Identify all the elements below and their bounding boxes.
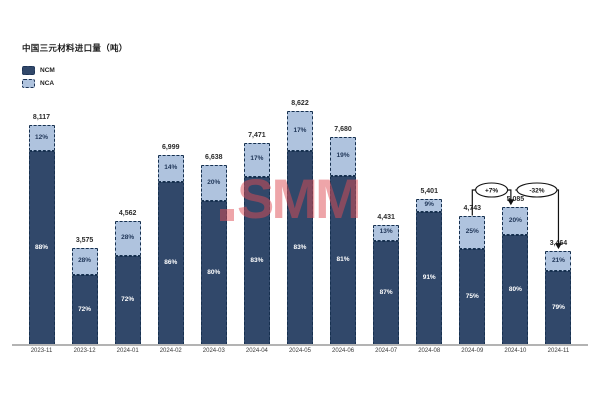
bar-segment-nca-pct-label: 25% xyxy=(465,228,479,236)
nca-swatch-icon xyxy=(22,79,35,88)
annotation-label: -32% xyxy=(529,187,544,194)
bar-total-label: 6,999 xyxy=(161,144,180,152)
bar-segment-nca-pct-label: 17% xyxy=(293,126,307,134)
bar-segment-nca: 9% xyxy=(416,198,443,212)
x-axis-tick-label: 2023-11 xyxy=(30,348,53,354)
x-axis-line xyxy=(12,344,588,346)
bar-segment-ncm-pct-label: 72% xyxy=(78,305,92,313)
bar-segment-ncm: 72% xyxy=(114,255,141,345)
bar-segment-nca: 19% xyxy=(330,136,357,177)
bar-segment-ncm: 80% xyxy=(200,201,227,345)
bar-segment-ncm: 83% xyxy=(243,176,270,345)
x-axis-tick-label: 2024-02 xyxy=(159,348,182,354)
x-axis-tick-label: 2024-06 xyxy=(332,348,355,354)
bar-segment-ncm-pct-label: 87% xyxy=(379,288,393,296)
bar-segment-nca-pct-label: 9% xyxy=(424,200,434,208)
bar-segment-ncm-pct-label: 88% xyxy=(34,243,48,251)
legend-item-ncm: NCM xyxy=(22,64,55,77)
bar-segment-nca-pct-label: 21% xyxy=(551,256,565,264)
x-axis-tick-label: 2024-05 xyxy=(288,348,311,354)
bar-total-label: 8,622 xyxy=(291,100,309,108)
bar-segment-ncm: 81% xyxy=(330,176,357,345)
annotation-ellipse xyxy=(475,182,509,198)
bar-segment-nca-pct-label: 19% xyxy=(336,152,350,160)
x-axis-tick-label: 2024-08 xyxy=(418,348,441,354)
bar-segment-ncm: 72% xyxy=(71,275,98,345)
bar-segment-nca: 13% xyxy=(373,224,400,241)
x-axis-tick-label: 2024-11 xyxy=(547,348,570,354)
bar-segment-ncm-pct-label: 72% xyxy=(121,296,135,304)
x-axis-tick-label: 2023-12 xyxy=(73,348,96,354)
bar-segment-nca-pct-label: 14% xyxy=(164,164,178,172)
bar-total-label: 4,562 xyxy=(118,210,137,218)
bar-segment-nca-pct-label: 12% xyxy=(34,133,48,141)
bar-segment-ncm-pct-label: 80% xyxy=(508,285,522,293)
bar-segment-ncm-pct-label: 83% xyxy=(293,243,307,251)
bar-segment-ncm-pct-label: 75% xyxy=(465,292,479,300)
bar-segment-ncm-pct-label: 91% xyxy=(422,274,436,282)
x-axis-tick-label: 2024-07 xyxy=(375,348,398,354)
bar-segment-ncm: 86% xyxy=(157,181,184,345)
bar-segment-nca: 17% xyxy=(286,111,313,152)
bar-segment-nca-pct-label: 28% xyxy=(78,257,92,265)
bar-segment-nca-pct-label: 20% xyxy=(508,216,522,224)
bar-total-label: 5,401 xyxy=(420,187,438,195)
bar-segment-ncm: 91% xyxy=(416,211,443,345)
bar-segment-ncm-pct-label: 81% xyxy=(336,256,350,264)
bar-segment-nca: 28% xyxy=(114,221,141,256)
bar-segment-nca: 20% xyxy=(200,165,227,202)
bar-segment-ncm: 83% xyxy=(286,151,313,345)
x-axis-tick-label: 2024-01 xyxy=(116,348,139,354)
legend-label-nca: NCA xyxy=(40,80,55,87)
bar-segment-ncm: 75% xyxy=(459,248,486,345)
bar-segment-ncm-pct-label: 79% xyxy=(551,303,565,311)
bar-total-label: 7,471 xyxy=(248,131,266,139)
bar-total-label: 7,680 xyxy=(334,125,352,133)
x-axis-tick-label: 2024-04 xyxy=(245,348,268,354)
bar-segment-nca-pct-label: 28% xyxy=(121,234,135,242)
bar-total-label: 5,085 xyxy=(506,196,525,204)
bar-segment-nca: 21% xyxy=(545,251,572,271)
bar-segment-nca: 25% xyxy=(459,216,486,249)
legend: NCM NCA xyxy=(22,64,55,90)
bar-segment-nca: 14% xyxy=(157,155,184,182)
bar-segment-ncm-pct-label: 86% xyxy=(164,259,178,267)
bar-segment-nca-pct-label: 20% xyxy=(207,178,221,186)
bar-total-label: 6,638 xyxy=(205,154,223,162)
ncm-swatch-icon xyxy=(22,66,35,75)
bar-total-label: 8,117 xyxy=(32,114,51,122)
x-axis-tick-label: 2024-03 xyxy=(202,348,225,354)
chart-title: 中国三元材料进口量（吨） xyxy=(22,43,128,53)
bar-total-label: 4,743 xyxy=(463,205,482,213)
bar-segment-ncm: 79% xyxy=(545,270,572,345)
bar-segment-nca: 28% xyxy=(71,248,98,276)
bar-segment-nca: 17% xyxy=(243,142,270,177)
bar-segment-nca: 20% xyxy=(502,207,529,235)
bar-total-label: 3,464 xyxy=(549,240,568,248)
bar-segment-nca-pct-label: 17% xyxy=(250,155,264,163)
bar-segment-ncm-pct-label: 80% xyxy=(207,268,221,276)
x-axis-tick-label: 2024-09 xyxy=(461,348,484,354)
bar-segment-nca-pct-label: 13% xyxy=(379,228,393,236)
legend-item-nca: NCA xyxy=(22,77,55,90)
bar-segment-ncm-pct-label: 83% xyxy=(250,256,264,264)
bar-total-label: 4,431 xyxy=(377,213,395,221)
bar-segment-ncm: 87% xyxy=(373,240,400,345)
bar-segment-ncm: 88% xyxy=(28,151,55,345)
bar-segment-ncm: 80% xyxy=(502,234,529,345)
legend-label-ncm: NCM xyxy=(40,67,55,74)
annotation-ellipse xyxy=(516,182,558,198)
bar-segment-nca: 12% xyxy=(28,125,55,152)
bar-total-label: 3,575 xyxy=(75,237,94,245)
x-axis-tick-label: 2024-10 xyxy=(504,348,527,354)
annotation-label: +7% xyxy=(485,187,498,194)
